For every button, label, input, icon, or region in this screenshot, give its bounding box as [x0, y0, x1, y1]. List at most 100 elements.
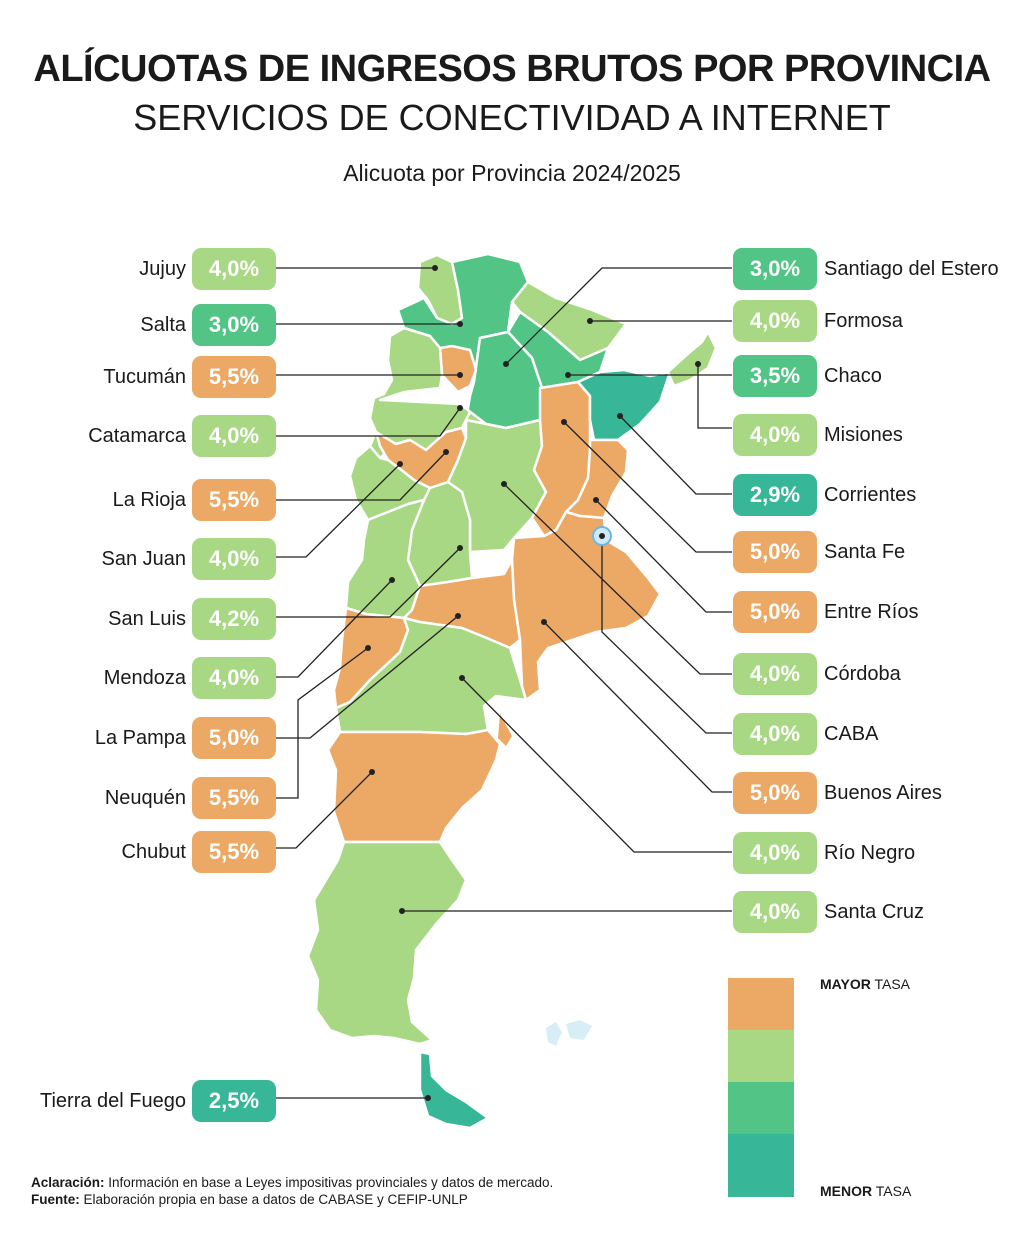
- leader-dot-corrientes: [617, 413, 623, 419]
- leader-line-rio-negro: [461, 677, 732, 853]
- province-name-santa-cruz: Santa Cruz: [824, 900, 925, 923]
- leader-dot-rio-negro: [459, 675, 465, 681]
- rate-badge-santa-cruz: 4,0%: [733, 891, 817, 933]
- leader-dot-chubut: [369, 769, 375, 775]
- rate-badge-salta: 3,0%: [192, 304, 276, 346]
- province-santa-cruz: [306, 840, 468, 1046]
- province-name-mendoza: Mendoza: [103, 666, 186, 689]
- rate-badge-rio-negro: 4,0%: [733, 832, 817, 874]
- province-name-entre-rios: Entre Ríos: [824, 600, 919, 623]
- rate-badge-caba: 4,0%: [733, 713, 817, 755]
- leader-dot-buenos-aires: [541, 619, 547, 625]
- rate-badge-buenos-aires: 5,0%: [733, 772, 817, 814]
- rate-badge-mendoza: 4,0%: [192, 657, 276, 699]
- legend-bottom-label: MENOR TASA: [820, 1183, 912, 1199]
- leader-line-neuquen: [276, 647, 369, 799]
- province-name-san-juan: San Juan: [101, 547, 186, 570]
- footnotes: Aclaración: Información en base a Leyes …: [31, 1174, 553, 1208]
- province-name-salta: Salta: [140, 313, 186, 336]
- leader-dot-jujuy: [432, 265, 438, 271]
- province-tucuman: [438, 344, 478, 394]
- province-name-la-pampa: La Pampa: [94, 726, 186, 749]
- legend-swatch-2: [728, 1030, 794, 1083]
- rate-badge-jujuy: 4,0%: [192, 248, 276, 290]
- province-misiones: [666, 330, 718, 388]
- rate-badge-neuquen: 5,5%: [192, 777, 276, 819]
- legend-swatch-3: [728, 1082, 794, 1135]
- leader-line-san-juan: [276, 463, 401, 558]
- leader-dot-caba: [599, 533, 605, 539]
- leader-dot-santa-fe: [561, 419, 567, 425]
- rate-badge-formosa: 4,0%: [733, 300, 817, 342]
- leader-dot-la-pampa: [455, 613, 461, 619]
- leader-line-santiago-del-estero: [505, 267, 732, 365]
- malvinas-island: [566, 1020, 592, 1040]
- leader-line-corrientes: [619, 415, 732, 495]
- province-chubut: [326, 728, 502, 844]
- leader-dot-santa-cruz: [399, 908, 405, 914]
- province-name-catamarca: Catamarca: [88, 424, 186, 447]
- leader-dot-santiago-del-estero: [503, 361, 509, 367]
- province-name-la-rioja: La Rioja: [112, 488, 186, 511]
- rate-badge-tucuman: 5,5%: [192, 356, 276, 398]
- map-subtitle: SERVICIOS DE CONECTIVIDAD A INTERNET: [133, 97, 891, 138]
- province-name-santa-fe: Santa Fe: [824, 540, 906, 563]
- rate-badge-la-rioja: 5,5%: [192, 479, 276, 521]
- leader-dot-tucuman: [457, 372, 463, 378]
- leader-line-la-rioja: [276, 451, 447, 501]
- province-buenos-aires: [510, 510, 662, 702]
- rate-badge-catamarca: 4,0%: [192, 415, 276, 457]
- province-name-formosa: Formosa: [824, 309, 903, 332]
- map-period: Alicuota por Provincia 2024/2025: [343, 160, 681, 186]
- province-name-santiago-del-estero: Santiago del Estero: [824, 257, 999, 280]
- leader-line-cordoba: [503, 483, 732, 675]
- rate-badge-cordoba: 4,0%: [733, 653, 817, 695]
- rate-badge-santiago-del-estero: 3,0%: [733, 248, 817, 290]
- rate-badge-san-luis: 4,2%: [192, 598, 276, 640]
- province-name-misiones: Misiones: [824, 423, 903, 446]
- province-tierra-del-fuego: [418, 1050, 490, 1130]
- leader-dot-entre-rios: [593, 497, 599, 503]
- leader-line-entre-rios: [595, 499, 732, 613]
- province-catamarca: [368, 326, 488, 460]
- leader-dot-chaco: [565, 372, 571, 378]
- legend-top-label: MAYOR TASA: [820, 976, 910, 992]
- province-name-caba: CABA: [824, 722, 879, 745]
- leader-dot-catamarca: [457, 405, 463, 411]
- province-name-chaco: Chaco: [824, 364, 882, 387]
- leader-line-san-luis: [276, 547, 461, 618]
- province-name-rio-negro: Río Negro: [824, 841, 916, 864]
- province-name-corrientes: Corrientes: [824, 483, 917, 506]
- province-name-tierra-del-fuego: Tierra del Fuego: [40, 1089, 186, 1112]
- leader-dot-tierra-del-fuego: [425, 1095, 431, 1101]
- leader-line-misiones: [697, 364, 732, 429]
- province-name-san-luis: San Luis: [108, 607, 186, 630]
- province-corrientes: [576, 368, 672, 442]
- province-name-neuquen: Neuquén: [104, 786, 186, 809]
- leader-dot-cordoba: [501, 481, 507, 487]
- rate-badge-entre-rios: 5,0%: [733, 591, 817, 633]
- province-name-chubut: Chubut: [121, 840, 187, 863]
- rate-badge-san-juan: 4,0%: [192, 538, 276, 580]
- leader-line-la-pampa: [276, 615, 459, 739]
- rate-badge-misiones: 4,0%: [733, 414, 817, 456]
- rate-badge-tierra-del-fuego: 2,5%: [192, 1080, 276, 1122]
- rate-badge-chaco: 3,5%: [733, 355, 817, 397]
- leader-dot-misiones: [695, 361, 701, 367]
- malvinas-island: [546, 1022, 562, 1046]
- province-name-tucuman: Tucumán: [103, 365, 186, 388]
- province-name-jujuy: Jujuy: [139, 257, 186, 280]
- rate-badge-chubut: 5,5%: [192, 831, 276, 873]
- leader-line-buenos-aires: [543, 621, 732, 793]
- leader-dot-san-juan: [397, 461, 403, 467]
- leader-dot-la-rioja: [443, 449, 449, 455]
- map-title: ALÍCUOTAS DE INGRESOS BRUTOS POR PROVINC…: [33, 48, 991, 90]
- province-name-buenos-aires: Buenos Aires: [824, 781, 942, 804]
- peninsula-valdes: [498, 714, 512, 746]
- legend-swatch-menor: [728, 1134, 794, 1197]
- leader-dot-salta: [457, 321, 463, 327]
- province-name-cordoba: Córdoba: [824, 662, 901, 685]
- leader-line-santa-fe: [563, 421, 732, 553]
- leader-line-catamarca: [276, 407, 461, 437]
